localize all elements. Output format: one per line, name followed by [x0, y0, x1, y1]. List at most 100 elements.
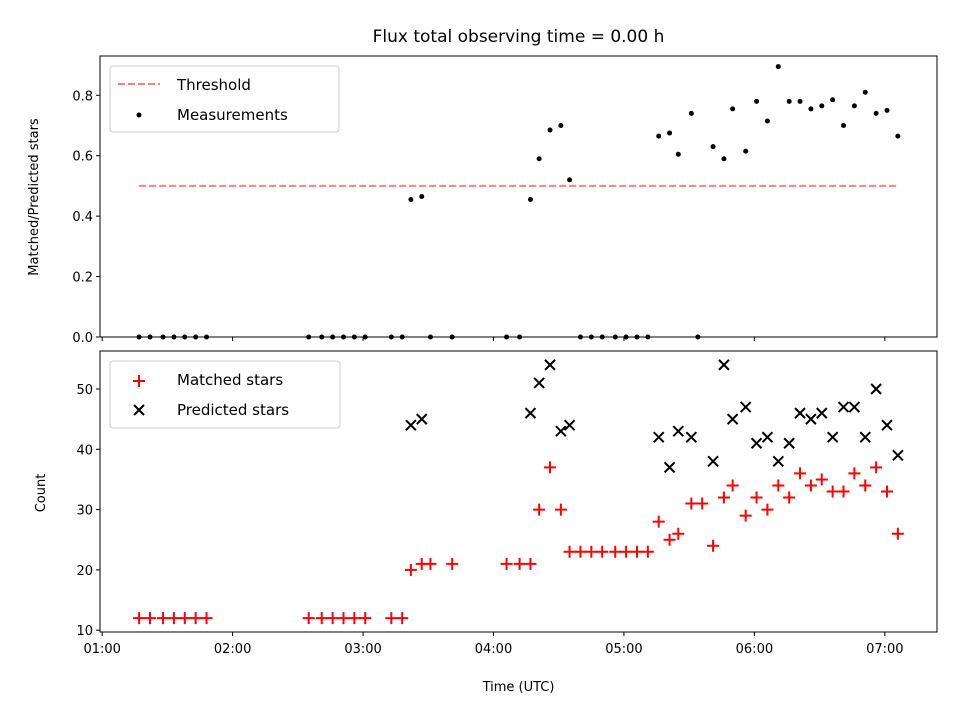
- measurement-point: [830, 97, 836, 103]
- matched-star-point: [200, 612, 213, 625]
- matched-star-point: [563, 545, 576, 558]
- predicted-star-point: [672, 425, 684, 437]
- measurement-point: [656, 133, 662, 139]
- measurement-point: [873, 110, 879, 116]
- predicted-star-point: [685, 431, 698, 443]
- matched-star-point: [500, 557, 513, 570]
- measurement-point: [808, 106, 814, 112]
- count-y-tick-label: 50: [76, 383, 93, 398]
- count-x-axis-label: Time (UTC): [482, 680, 555, 695]
- matched-star-point: [739, 509, 752, 522]
- measurement-point: [340, 334, 346, 340]
- matched-star-point: [404, 563, 417, 576]
- predicted-legend-swatch: [133, 404, 145, 416]
- matched-star-point: [596, 545, 609, 558]
- matched-star-point: [157, 612, 170, 625]
- matched-star-point: [533, 503, 546, 516]
- matched-star-point: [663, 533, 676, 546]
- measurement-point: [819, 103, 825, 109]
- predicted-legend-label: Predicted stars: [177, 401, 289, 419]
- measurement-point: [160, 334, 166, 340]
- predicted-star-point: [416, 413, 428, 425]
- measurement-point: [577, 334, 583, 340]
- measurement-point: [362, 334, 368, 340]
- matched-star-point: [641, 545, 654, 558]
- count-legend: Matched stars Predicted stars: [109, 360, 341, 429]
- count-x-tick-label: 06:00: [736, 642, 773, 657]
- predicted-star-point: [859, 431, 871, 443]
- measurement-point: [567, 177, 573, 183]
- ratio-x-ticks: [101, 337, 886, 341]
- count-x-tick-label: 04:00: [475, 642, 512, 657]
- measurement-point: [730, 106, 736, 112]
- count-y-tick-label: 10: [76, 624, 93, 639]
- measurement-point: [504, 334, 510, 340]
- matched-star-point: [585, 545, 598, 558]
- measurement-point: [675, 151, 681, 157]
- ratio-y-tick-label: 0.8: [72, 89, 93, 104]
- matched-legend-label: Matched stars: [177, 371, 283, 389]
- chart-title: Flux total observing time = 0.00 h: [373, 27, 665, 47]
- ratio-y-tick-label: 0.2: [72, 271, 93, 286]
- ratio-legend-box: [109, 65, 340, 133]
- matched-star-point: [707, 539, 720, 552]
- measurement-point: [841, 122, 847, 128]
- measurements-legend-label: Measurements: [177, 106, 288, 124]
- measurement-point: [449, 334, 455, 340]
- measurement-point: [667, 130, 673, 136]
- measurement-point: [851, 103, 857, 109]
- measurement-point: [182, 334, 188, 340]
- measurement-point: [775, 64, 781, 70]
- matched-star-point: [424, 557, 437, 570]
- count-x-tick-label: 01:00: [83, 642, 120, 657]
- measurement-point: [599, 334, 605, 340]
- matched-star-point: [870, 461, 883, 474]
- measurement-point: [612, 334, 618, 340]
- measurement-point: [862, 89, 868, 95]
- measurement-point: [695, 334, 701, 340]
- predicted-star-point: [826, 431, 839, 443]
- measurement-point: [388, 334, 394, 340]
- matched-star-point: [652, 515, 665, 528]
- matched-star-point: [717, 491, 730, 504]
- count-y-tick-label: 20: [76, 564, 93, 579]
- measurement-point: [306, 334, 312, 340]
- matched-star-point: [891, 527, 904, 540]
- measurement-point: [319, 334, 325, 340]
- predicted-star-point: [783, 437, 795, 449]
- matched-star-point: [524, 557, 537, 570]
- matched-star-point: [783, 491, 796, 504]
- measurement-point: [517, 334, 523, 340]
- ratio-y-axis-label: Matched/Predicted stars: [27, 118, 42, 276]
- measurement-point: [884, 107, 890, 113]
- matched-star-point: [302, 612, 315, 625]
- measurement-point: [147, 334, 153, 340]
- matched-star-point: [804, 479, 817, 492]
- measurement-point: [558, 122, 564, 128]
- measurement-point: [547, 127, 553, 133]
- count-y-tick-label: 40: [76, 443, 93, 458]
- predicted-star-point: [533, 377, 545, 389]
- count-x-ticks: 01:00 02:00 03:00 04:00 05:00 06:00 07:00: [83, 632, 904, 657]
- count-marks: [133, 359, 904, 625]
- predicted-star-point: [892, 449, 904, 462]
- predicted-star-point: [881, 419, 893, 431]
- measurement-point: [351, 334, 357, 340]
- measurement-point: [754, 98, 760, 104]
- matched-star-point: [513, 557, 526, 570]
- matched-star-point: [574, 545, 587, 558]
- count-x-tick-label: 02:00: [214, 642, 251, 657]
- ratio-y-tick-label: 0.4: [72, 210, 93, 225]
- predicted-star-point: [837, 401, 850, 413]
- count-plot-area: [99, 350, 938, 633]
- measurement-point: [330, 334, 336, 340]
- matched-star-point: [826, 485, 839, 498]
- predicted-star-point: [726, 413, 739, 425]
- matched-star-point: [133, 612, 146, 625]
- count-x-tick-label: 03:00: [344, 642, 381, 657]
- threshold-legend-label: Threshold: [176, 76, 251, 94]
- measurement-point: [419, 194, 425, 199]
- measurement-point: [797, 98, 803, 104]
- matched-star-point: [385, 612, 398, 625]
- matched-star-point: [685, 497, 698, 510]
